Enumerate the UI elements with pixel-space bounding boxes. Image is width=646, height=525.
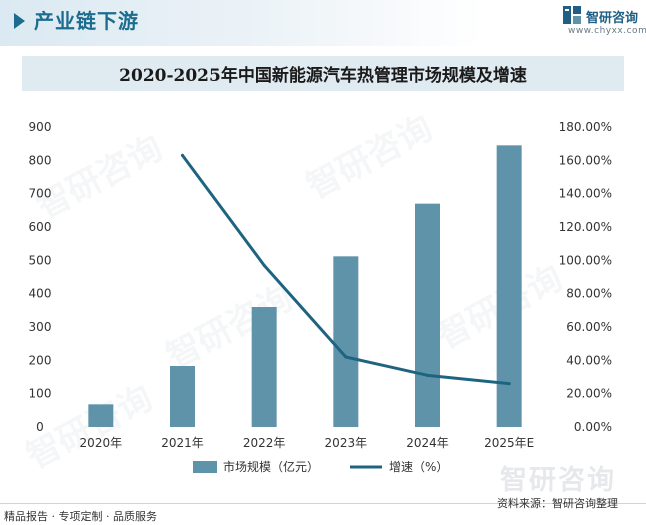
chart-title: 2020-2025年中国新能源汽车热管理市场规模及增速 [119, 66, 527, 86]
right-tick-label: 40.00% [566, 353, 612, 367]
right-tick-label: 80.00% [566, 287, 612, 301]
brand-name: 智研咨询 [586, 11, 639, 26]
left-tick-label: 0 [36, 420, 44, 434]
x-tick-label: 2024年 [406, 436, 449, 450]
source-note: 资料来源：智研咨询整理 [497, 497, 618, 510]
bar-2 [251, 307, 277, 427]
left-tick-label: 900 [29, 120, 52, 134]
right-tick-label: 180.00% [559, 120, 612, 134]
bar-3 [333, 256, 359, 427]
growth-point-3 [344, 355, 348, 359]
right-tick-label: 120.00% [559, 220, 612, 234]
x-tick-label: 2020年 [80, 436, 123, 450]
right-tick-label: 160.00% [559, 153, 612, 167]
left-tick-label: 400 [29, 287, 52, 301]
bar-5 [496, 145, 522, 428]
header-band [0, 0, 646, 46]
x-axis-ticks: 2020年 2021年 2022年 2023年 2024年 2025年E [80, 436, 535, 450]
bar-1 [170, 366, 195, 427]
bar-group [88, 145, 522, 428]
x-tick-label: 2021年 [161, 436, 204, 450]
left-tick-label: 200 [29, 353, 52, 367]
left-tick-label: 500 [29, 253, 52, 267]
right-tick-label: 0.00% [574, 420, 612, 434]
left-tick-label: 600 [29, 220, 52, 234]
bar-4 [415, 203, 440, 427]
left-tick-label: 300 [29, 320, 52, 334]
section-arrow-icon [14, 13, 25, 29]
left-tick-label: 800 [29, 153, 52, 167]
legend: 市场规模（亿元） 增速（%） [193, 459, 448, 474]
growth-point-1 [181, 153, 184, 157]
right-axis-ticks: 0.00% 20.00% 40.00% 60.00% 80.00% 100.00% 120.… [559, 120, 612, 434]
brand-site-link[interactable]: www.chyxx.com [568, 26, 646, 36]
footer-divider [0, 503, 646, 504]
right-tick-label: 60.00% [566, 320, 612, 334]
left-tick-label: 100 [29, 387, 52, 401]
legend-bar-swatch [193, 461, 217, 473]
right-tick-label: 140.00% [559, 187, 612, 201]
left-tick-label: 700 [29, 187, 52, 201]
x-tick-label: 2025年E [484, 436, 534, 450]
x-tick-label: 2023年 [325, 436, 368, 450]
growth-point-5 [507, 382, 511, 386]
section-title: 产业链下游 [34, 9, 139, 33]
growth-point-2 [262, 263, 266, 267]
footer-tagline: 精品报告 · 专项定制 · 品质服务 [4, 510, 157, 523]
line-group [181, 153, 511, 386]
left-axis-ticks: 0 100 200 300 400 500 600 700 800 900 [29, 120, 52, 434]
right-tick-label: 20.00% [566, 387, 612, 401]
right-tick-label: 100.00% [559, 253, 612, 267]
footer-watermark-logo: 智研咨询 [500, 465, 616, 496]
bar-0 [88, 404, 114, 427]
x-tick-label: 2022年 [243, 436, 286, 450]
chart-title-band: 2020-2025年中国新能源汽车热管理市场规模及增速 [22, 56, 624, 91]
brand-logo-icon [563, 6, 581, 24]
legend-line-label: 增速（%） [389, 460, 448, 474]
growth-point-4 [426, 373, 429, 377]
legend-bar-label: 市场规模（亿元） [223, 459, 319, 474]
